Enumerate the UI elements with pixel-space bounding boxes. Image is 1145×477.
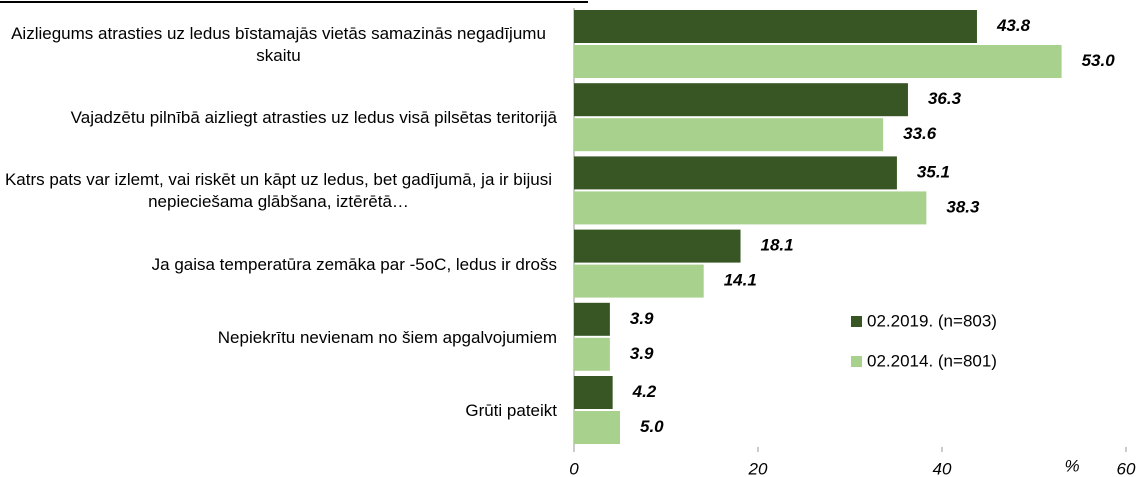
category-label: Vajadzētu pilnībā aizliegt atrasties uz … bbox=[0, 83, 557, 153]
value-label: 4.2 bbox=[632, 382, 657, 401]
category-text: Grūti pateikt bbox=[465, 401, 557, 420]
value-label: 14.1 bbox=[724, 271, 757, 290]
value-label: 35.1 bbox=[917, 162, 950, 181]
category-label: Grūti pateikt bbox=[0, 376, 557, 446]
legend-label: 02.2014. (n=801) bbox=[867, 351, 997, 370]
category-text: Aizliegums atrasties uz ledus bīstamajās… bbox=[11, 24, 546, 65]
bar bbox=[574, 302, 610, 336]
value-label: 5.0 bbox=[640, 417, 664, 436]
value-label: 38.3 bbox=[946, 197, 980, 216]
bar bbox=[574, 156, 897, 190]
bar bbox=[574, 83, 908, 117]
category-text: Katrs pats var izlemt, vai riskēt un kāp… bbox=[4, 170, 553, 212]
category-text: Vajadzētu pilnībā aizliegt atrasties uz … bbox=[70, 108, 557, 128]
x-axis-label: % bbox=[1064, 456, 1079, 475]
value-label: 33.6 bbox=[903, 124, 937, 143]
x-tick-label: 60 bbox=[1117, 459, 1136, 477]
value-label: 3.9 bbox=[630, 309, 654, 328]
bar bbox=[574, 264, 704, 298]
bar bbox=[574, 337, 610, 371]
x-tick-label: 20 bbox=[748, 459, 768, 477]
x-tick-label: 0 bbox=[569, 459, 579, 477]
value-label: 18.1 bbox=[761, 236, 794, 255]
x-tick-label: 40 bbox=[933, 459, 952, 477]
bar bbox=[574, 411, 620, 444]
legend-swatch bbox=[851, 356, 862, 367]
category-label: Nepiekrītu nevienam no šiem apgalvojumie… bbox=[0, 303, 557, 373]
value-label: 3.9 bbox=[630, 344, 654, 363]
bar bbox=[574, 376, 613, 409]
category-label: Aizliegums atrasties uz ledus bīstamajās… bbox=[0, 10, 557, 80]
category-label: Ja gaisa temperatūra zemāka par -5oC, le… bbox=[0, 230, 557, 300]
category-text: Nepiekrītu nevienam no šiem apgalvojumie… bbox=[217, 327, 557, 347]
value-label: 53.0 bbox=[1082, 51, 1116, 70]
bar bbox=[574, 118, 884, 152]
legend-swatch bbox=[851, 316, 862, 327]
bar bbox=[574, 45, 1062, 78]
bar bbox=[574, 229, 741, 263]
category-text: Ja gaisa temperatūra zemāka par -5oC, le… bbox=[151, 254, 557, 274]
value-label: 43.8 bbox=[996, 16, 1031, 35]
legend-label: 02.2019. (n=803) bbox=[867, 311, 997, 330]
category-label: Katrs pats var izlemt, vai riskēt un kāp… bbox=[0, 156, 557, 226]
value-label: 36.3 bbox=[928, 89, 962, 108]
bar bbox=[574, 10, 977, 43]
bar bbox=[574, 191, 927, 225]
